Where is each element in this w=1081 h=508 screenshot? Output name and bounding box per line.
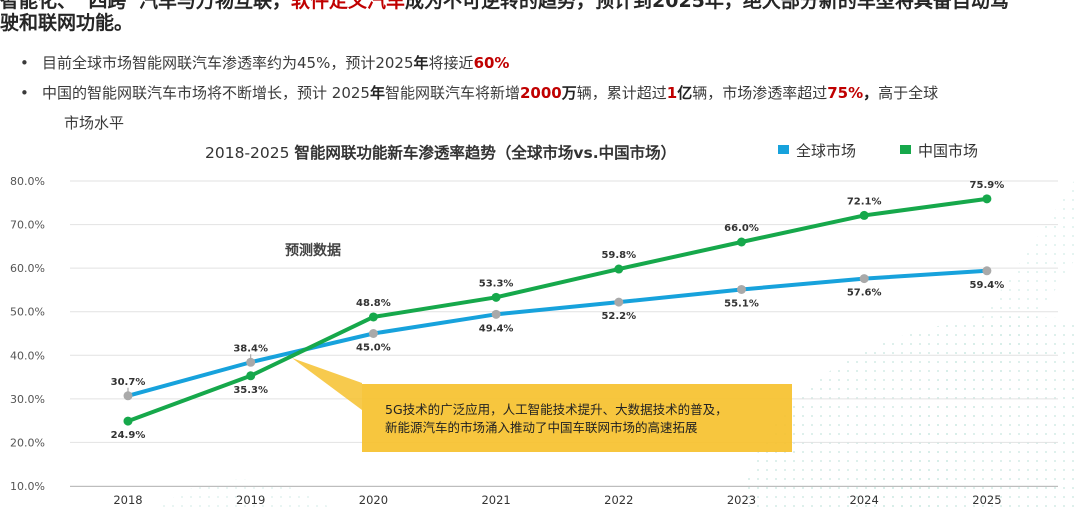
china-point xyxy=(246,371,256,381)
background-dot-pattern xyxy=(160,170,1081,508)
china-point xyxy=(737,237,746,247)
y-tick-label: 60.0% xyxy=(10,262,45,275)
bullet-highlight: 75% xyxy=(827,84,864,102)
series-layer: 30.7% 38.4% 45.0% 49.4% 52.2% 55.1% 57.6% 59.4%… xyxy=(111,180,1005,441)
bullet-highlight: 60% xyxy=(473,54,510,72)
callout-line-2: 新能源汽车的市场涌入推动了中国车联网市场的高速拓展 xyxy=(385,420,698,435)
china-point xyxy=(123,416,133,426)
china-point xyxy=(491,292,501,302)
x-tick-label: 2024 xyxy=(850,493,879,507)
callout-pointer xyxy=(292,358,362,410)
y-tick-label: 80.0% xyxy=(10,175,45,188)
bullet-bold: 年 xyxy=(369,84,385,102)
global-point xyxy=(614,297,624,307)
heading-part-c: 成为不可逆转的趋势，预计到2025年，绝大部分新的车型将具备自动驾 xyxy=(405,0,1009,12)
chart-title: 2018-2025 智能网联功能新车渗透率趋势（全球市场vs.中国市场） xyxy=(205,143,676,162)
china-data-label: 72.1% xyxy=(847,196,882,207)
bullet-bold: 亿 xyxy=(677,84,693,102)
global-series-line xyxy=(126,268,989,398)
legend-global-label: 全球市场 xyxy=(796,142,856,160)
bullet-dot-icon: • xyxy=(20,84,29,102)
china-data-label: 48.8% xyxy=(356,298,391,309)
heading-highlight: 软件定义汽车 xyxy=(291,0,406,12)
bullet-text: 中国的智能网联汽车市场将不断增长，预计 2025 xyxy=(42,84,370,102)
bullet-dot-icon: • xyxy=(20,54,29,72)
global-data-label: 57.6% xyxy=(847,288,882,299)
page-heading: 智能化、“四跨”汽车与万物互联，软件定义汽车成为不可逆转的趋势，预计到2025年… xyxy=(0,0,1081,34)
bullet-global: • 目前全球市场智能网联汽车渗透率约为45%，预计2025年将接近60% xyxy=(20,48,1060,78)
global-point xyxy=(737,284,746,294)
china-point xyxy=(614,264,624,274)
bullet-text: 高于全球 xyxy=(878,84,939,102)
x-tick-label: 2021 xyxy=(481,493,510,507)
china-data-label: 75.9% xyxy=(970,180,1005,191)
china-data-label: 66.0% xyxy=(724,223,759,234)
global-point xyxy=(491,309,501,319)
global-data-label: 55.1% xyxy=(724,298,759,309)
heading-line-2: 驶和联网功能。 xyxy=(0,12,134,34)
global-point xyxy=(123,391,133,401)
global-point xyxy=(859,274,869,284)
y-tick-label: 50.0% xyxy=(10,306,45,319)
grid-lines xyxy=(70,180,1058,487)
bullet-bold: 年 xyxy=(413,54,429,72)
bullet-continuation: 市场水平 xyxy=(64,114,125,132)
x-tick-label: 2018 xyxy=(113,493,142,507)
global-data-label: 30.7% xyxy=(111,377,146,388)
global-data-label: 52.2% xyxy=(601,311,636,322)
global-point xyxy=(246,357,256,367)
x-tick-label: 2019 xyxy=(236,493,265,507)
callout: 5G技术的广泛应用，人工智能技术提升、大数据技术的普及， 新能源汽车的市场涌入推… xyxy=(292,358,792,452)
x-tick-label: 2022 xyxy=(604,493,633,507)
y-tick-label: 30.0% xyxy=(10,393,45,406)
global-data-label: 45.0% xyxy=(356,343,391,354)
legend-china-swatch xyxy=(900,145,911,154)
heading-part-b: 汽车与万物互联， xyxy=(138,0,291,12)
x-tick-label: 2025 xyxy=(972,493,1001,507)
bullet-text: 将接近 xyxy=(428,54,474,72)
bullet-text: 辆，市场渗透率超过 xyxy=(692,84,828,102)
bullet-bold: 万 xyxy=(561,84,577,102)
x-axis: 2018 2019 2020 2021 2022 2023 2024 2025 xyxy=(70,486,1058,507)
china-data-label: 53.3% xyxy=(479,278,514,289)
heading-part-a: 智能化、“四跨” xyxy=(0,0,139,12)
china-data-label: 24.9% xyxy=(111,430,146,441)
china-point xyxy=(368,312,378,322)
bullet-bold: ， xyxy=(863,84,879,102)
legend: 全球市场 中国市场 xyxy=(778,142,978,160)
bullet-list: • 目前全球市场智能网联汽车渗透率约为45%，预计2025年将接近60% • 中国的… xyxy=(20,48,1060,138)
x-tick-label: 2023 xyxy=(727,493,756,507)
china-point xyxy=(982,194,992,204)
global-point xyxy=(368,329,378,338)
global-data-label: 59.4% xyxy=(970,280,1005,291)
china-point xyxy=(859,210,869,220)
callout-line-1: 5G技术的广泛应用，人工智能技术提升、大数据技术的普及， xyxy=(385,402,728,417)
bullet-text: 目前全球市场智能网联汽车渗透率约为45%，预计2025 xyxy=(42,54,414,72)
x-tick-label: 2020 xyxy=(359,493,388,507)
legend-china-label: 中国市场 xyxy=(918,142,978,160)
bullet-text: 辆，累计超过 xyxy=(576,84,667,102)
bullet-text: 智能网联汽车将新增 xyxy=(384,84,520,102)
global-data-label: 38.4% xyxy=(233,343,268,354)
bullet-highlight: 2000 xyxy=(519,84,562,102)
bullet-highlight: 1 xyxy=(666,84,678,102)
y-axis: 80.0% 70.0% 60.0% 50.0% 40.0% 30.0% 20.0% 10.0% xyxy=(10,175,45,493)
forecast-label: 预测数据 xyxy=(285,242,341,259)
y-tick-label: 20.0% xyxy=(10,436,45,449)
china-series-line xyxy=(126,196,989,424)
china-data-label: 35.3% xyxy=(233,385,268,396)
y-tick-label: 70.0% xyxy=(10,219,45,232)
global-point xyxy=(982,266,992,276)
y-tick-label: 40.0% xyxy=(10,349,45,362)
legend-global-swatch xyxy=(778,145,789,154)
global-data-label: 49.4% xyxy=(479,323,514,334)
y-tick-label: 10.0% xyxy=(10,480,45,493)
bullet-china: • 中国的智能网联汽车市场将不断增长，预计 2025年智能网联汽车将新增2000万… xyxy=(20,78,1060,138)
callout-box xyxy=(362,384,792,452)
china-data-label: 59.8% xyxy=(601,250,636,261)
